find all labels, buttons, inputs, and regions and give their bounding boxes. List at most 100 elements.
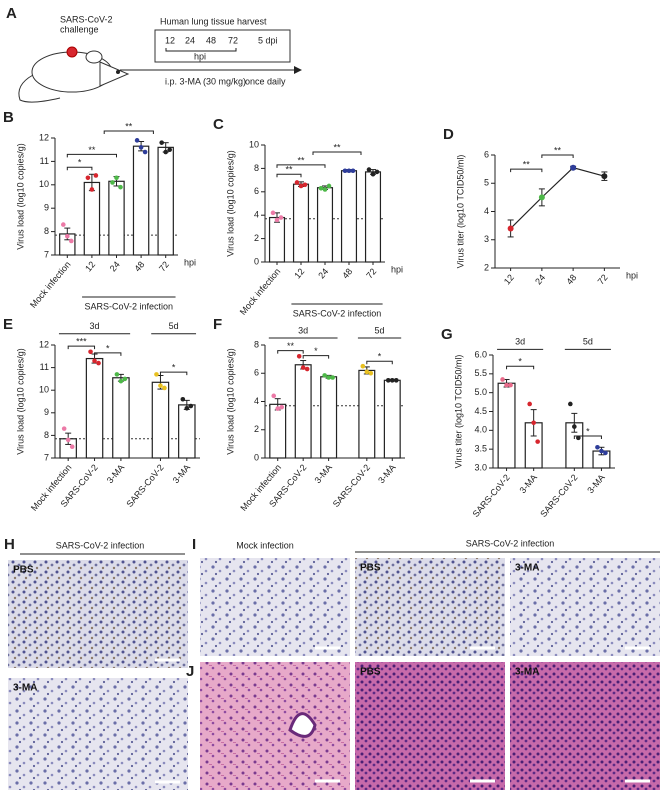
data-point (601, 173, 608, 180)
y-tick-label: 12 (39, 339, 49, 349)
x-tick-label: SARS-CoV-2 (470, 472, 511, 519)
y-tick-label: 4 (254, 210, 259, 220)
panel-title: SARS-CoV-2 infection (56, 540, 145, 550)
timepoint: 12 (165, 35, 175, 45)
image-label: 3-MA (515, 563, 539, 574)
bar (294, 364, 312, 459)
data-point (595, 444, 600, 450)
y-tick-label: 6 (484, 149, 489, 159)
timepoint: 24 (185, 35, 195, 45)
y-tick-label: 3.5 (474, 444, 487, 454)
y-tick-label: 11 (40, 156, 49, 166)
panel-title: SARS-CoV-2 infection (466, 538, 555, 548)
significance-bracket (302, 355, 330, 359)
data-point (322, 187, 328, 192)
panel-letter: I (192, 536, 196, 553)
data-point (500, 377, 505, 382)
data-point (385, 378, 391, 383)
data-point (96, 360, 101, 366)
y-tick-label: 6 (254, 368, 259, 378)
data-point (370, 171, 376, 177)
y-tick-label: 9 (44, 203, 49, 213)
y-tick-label: 4.0 (474, 425, 487, 435)
data-point (163, 149, 168, 155)
y-tick-label: 5.5 (474, 368, 487, 378)
harvest-label: Human lung tissue harvest (160, 16, 267, 26)
schematic: A SARS-CoV-2 challenge Human lung tissue… (6, 5, 302, 103)
data-point (572, 424, 577, 429)
group-label: 5d (169, 321, 179, 331)
micrograph (8, 560, 188, 668)
image-label: 3-MA (515, 667, 539, 678)
arrow-head (294, 66, 302, 74)
x-tick-label: 72 (596, 272, 610, 286)
bar (364, 171, 382, 263)
data-point (118, 184, 123, 190)
significance-label: ** (523, 160, 531, 170)
data-point (393, 378, 399, 383)
bar (269, 403, 287, 459)
x-tick-label: 12 (292, 266, 306, 280)
y-tick-label: 12 (39, 132, 49, 142)
data-point (531, 420, 536, 426)
data-point (507, 225, 514, 232)
data-point (122, 376, 128, 382)
data-point (61, 426, 67, 431)
y-axis-label: Virus load (log10 copies/g) (15, 348, 25, 454)
data-point (576, 435, 581, 441)
mouse-tail (18, 74, 61, 103)
significance-bracket (541, 154, 574, 158)
group-label: 3d (515, 337, 525, 347)
y-tick-label: 6 (254, 186, 259, 196)
data-point (374, 169, 380, 175)
bar (268, 216, 286, 263)
x-tick-label: 48 (340, 266, 354, 280)
significance-label: ** (333, 142, 341, 152)
bar (132, 145, 150, 256)
data-point (114, 372, 120, 377)
significance-label: ** (554, 145, 562, 155)
x-tick-label: Mock infection (28, 259, 73, 309)
data-point (504, 382, 509, 388)
data-point (278, 215, 284, 220)
y-tick-label: 4.5 (474, 406, 487, 416)
micrograph (8, 678, 188, 790)
data-point (110, 180, 115, 185)
panel-letter: F (213, 316, 222, 333)
data-point (271, 393, 277, 399)
y-tick-label: 4 (254, 396, 259, 406)
bar (316, 187, 334, 263)
bar (83, 181, 101, 256)
data-point (88, 349, 93, 355)
x-tick-label: 48 (564, 272, 578, 286)
significance-label: ** (88, 145, 96, 155)
bar (157, 146, 174, 256)
micrograph (510, 662, 660, 790)
data-point (180, 396, 186, 402)
bar (108, 180, 125, 256)
significance-bracket (67, 345, 96, 350)
data-point (65, 437, 71, 443)
y-tick-label: 7 (44, 452, 49, 462)
y-tick-label: 3.0 (474, 462, 487, 472)
x-tick-label: 3-MA (312, 462, 333, 485)
data-point (188, 403, 194, 409)
x-tick-label: Mock infection (238, 266, 283, 316)
data-point (527, 401, 532, 407)
data-point (118, 378, 124, 384)
significance-bracket (506, 365, 535, 370)
group-label: 5d (583, 337, 593, 347)
significance-bracket (66, 166, 93, 171)
significance-bracket (94, 352, 122, 356)
y-tick-label: 2 (484, 262, 489, 272)
group-label: 3d (298, 325, 308, 335)
micrograph (355, 558, 505, 656)
panel-letter: E (3, 316, 13, 333)
bar (178, 404, 196, 459)
image-label: 3-MA (13, 683, 37, 694)
y-tick-label: 10 (39, 179, 49, 189)
timepoint: 72 (228, 35, 238, 45)
y-axis-label: Virus load (log10 copies/g) (15, 143, 25, 249)
data-point (93, 173, 99, 178)
